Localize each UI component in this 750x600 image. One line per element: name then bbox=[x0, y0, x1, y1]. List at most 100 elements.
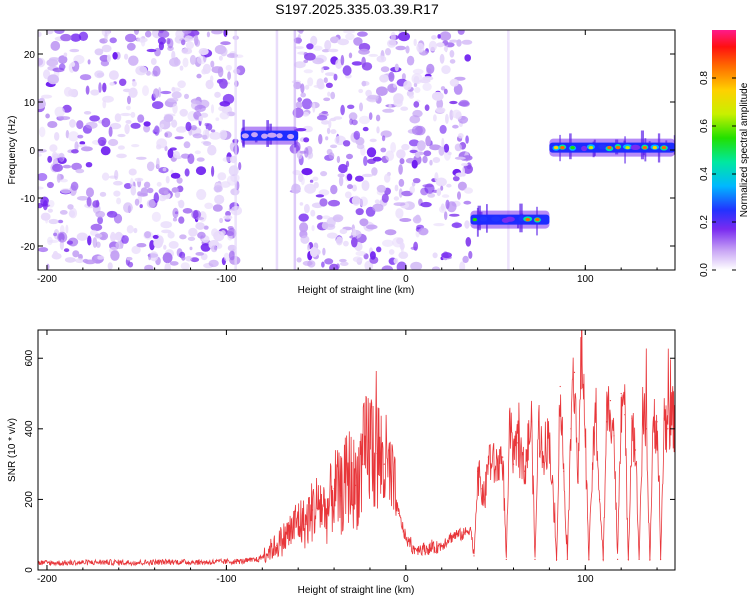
noise-blob bbox=[163, 244, 167, 250]
noise-blob bbox=[121, 235, 129, 244]
noise-blob bbox=[432, 252, 438, 259]
noise-blob bbox=[100, 59, 110, 67]
noise-blob bbox=[424, 104, 430, 111]
snr-point bbox=[495, 467, 497, 469]
noise-blob bbox=[47, 208, 54, 213]
noise-blob bbox=[372, 203, 384, 212]
noise-blob bbox=[412, 109, 423, 118]
noise-blob bbox=[468, 250, 473, 259]
signal-blob bbox=[598, 144, 607, 150]
noise-blob bbox=[142, 85, 149, 97]
noise-blob bbox=[172, 217, 178, 222]
noise-blob bbox=[90, 89, 100, 96]
noise-blob bbox=[56, 173, 61, 183]
noise-blob bbox=[47, 155, 53, 163]
noise-blob bbox=[454, 156, 466, 160]
noise-blob bbox=[179, 108, 188, 117]
noise-blob bbox=[295, 101, 303, 109]
y-tick-label: 20 bbox=[24, 50, 36, 61]
noise-blob bbox=[195, 222, 205, 230]
noise-blob bbox=[295, 46, 304, 50]
snr-point bbox=[617, 558, 619, 561]
noise-blob bbox=[438, 146, 445, 156]
noise-blob bbox=[172, 207, 179, 219]
spectrogram-y-ticks: 20 10 0 -10 -20 bbox=[21, 50, 675, 253]
noise-blob bbox=[401, 190, 413, 197]
noise-blob bbox=[185, 41, 194, 50]
noise-blob bbox=[153, 192, 159, 204]
noise-blob bbox=[79, 141, 86, 145]
noise-blob bbox=[298, 213, 309, 222]
noise-blob bbox=[393, 93, 404, 104]
noise-blob bbox=[443, 46, 448, 52]
noise-blob bbox=[178, 216, 185, 224]
noise-blob bbox=[304, 52, 316, 61]
noise-column bbox=[507, 30, 510, 270]
noise-blob bbox=[146, 48, 157, 53]
noise-blob bbox=[138, 192, 149, 197]
noise-blob bbox=[340, 54, 345, 66]
noise-blob bbox=[330, 91, 336, 100]
noise-blob bbox=[374, 199, 380, 204]
noise-blob bbox=[338, 163, 348, 174]
noise-blob bbox=[108, 126, 113, 137]
noise-blob bbox=[98, 231, 109, 241]
snr-point bbox=[502, 456, 504, 458]
noise-blob bbox=[311, 225, 315, 232]
noise-blob bbox=[210, 245, 218, 253]
noise-blob bbox=[349, 118, 353, 125]
noise-blob bbox=[381, 193, 389, 203]
colorbar-tick-label: 0.2 bbox=[699, 215, 710, 229]
noise-blob bbox=[215, 243, 223, 249]
noise-blob bbox=[433, 114, 437, 122]
noise-blob bbox=[371, 167, 378, 176]
noise-blob bbox=[413, 241, 418, 251]
noise-blob bbox=[101, 172, 110, 181]
x-tick-label: -200 bbox=[37, 274, 57, 285]
noise-blob bbox=[209, 131, 222, 140]
noise-blob bbox=[340, 104, 345, 116]
snr-point bbox=[276, 544, 278, 546]
noise-blob bbox=[409, 149, 418, 154]
noise-blob bbox=[160, 221, 172, 229]
noise-blob bbox=[217, 66, 224, 78]
noise-blob bbox=[46, 181, 54, 189]
snr-point bbox=[362, 463, 364, 465]
noise-blob bbox=[312, 45, 323, 51]
signal-peak bbox=[652, 146, 657, 150]
noise-blob bbox=[123, 183, 133, 189]
noise-blob bbox=[309, 179, 314, 183]
noise-blob bbox=[346, 173, 353, 181]
snr-point bbox=[631, 417, 633, 419]
noise-blob bbox=[54, 132, 60, 141]
colorbar-gradient bbox=[712, 30, 736, 270]
noise-blob bbox=[359, 102, 363, 112]
noise-blob bbox=[187, 236, 196, 241]
noise-blob bbox=[418, 227, 429, 236]
noise-blob bbox=[422, 155, 428, 164]
noise-blob bbox=[438, 205, 447, 213]
noise-blob bbox=[369, 138, 377, 143]
signal-peak bbox=[553, 146, 559, 150]
noise-blob bbox=[441, 137, 445, 149]
noise-blob bbox=[443, 143, 450, 153]
noise-blob bbox=[146, 161, 155, 172]
noise-blob bbox=[362, 126, 369, 132]
noise-blob bbox=[411, 181, 416, 187]
noise-blob bbox=[455, 172, 465, 177]
noise-blob bbox=[196, 73, 202, 79]
noise-blob bbox=[318, 112, 329, 118]
noise-blob bbox=[338, 175, 344, 187]
noise-blob bbox=[384, 173, 391, 183]
noise-blob bbox=[215, 117, 220, 121]
noise-blob bbox=[220, 181, 231, 188]
noise-blob bbox=[145, 30, 152, 38]
noise-blob bbox=[76, 196, 89, 201]
noise-blob bbox=[393, 258, 399, 264]
noise-blob bbox=[459, 261, 466, 270]
noise-blob bbox=[380, 130, 392, 138]
noise-blob bbox=[435, 107, 446, 113]
noise-blob bbox=[328, 48, 339, 53]
noise-blob bbox=[451, 222, 462, 228]
